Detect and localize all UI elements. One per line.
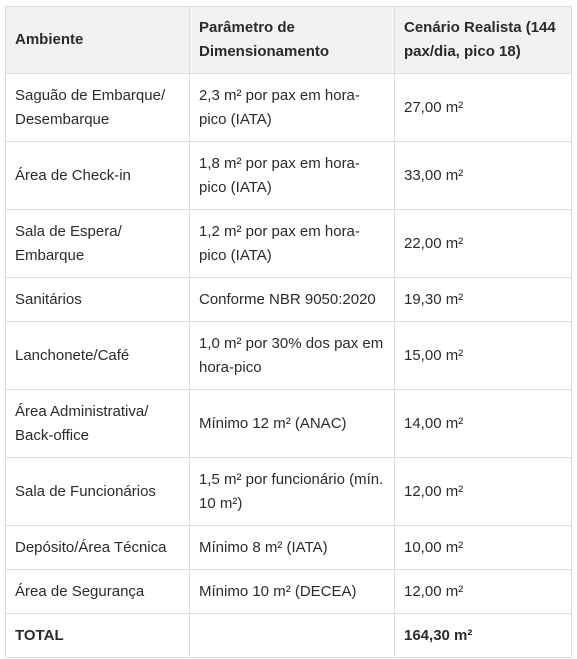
- area-sizing-table: Ambiente Parâmetro de Dimensionamento Ce…: [5, 6, 572, 658]
- table-row: Área de Check-in 1,8 m² por pax em hora-…: [5, 141, 572, 210]
- table-row: Área Administrativa/ Back-office Mínimo …: [5, 389, 572, 458]
- cell-ambiente: Área Administrativa/ Back-office: [5, 389, 190, 458]
- cell-ambiente: Sala de Funcionários: [5, 457, 190, 526]
- cell-ambiente: Área de Check-in: [5, 141, 190, 210]
- cell-ambiente: Sala de Espera/ Embarque: [5, 209, 190, 278]
- cell-area: 12,00 m²: [394, 569, 572, 614]
- cell-area: 27,00 m²: [394, 73, 572, 142]
- table-row: Saguão de Embarque/ Desembarque 2,3 m² p…: [5, 73, 572, 142]
- column-header-ambiente: Ambiente: [5, 6, 190, 74]
- cell-parametro: 2,3 m² por pax em hora-pico (IATA): [189, 73, 395, 142]
- table-row: Sala de Funcionários 1,5 m² por funcioná…: [5, 457, 572, 526]
- table-row: Sala de Espera/ Embarque 1,2 m² por pax …: [5, 209, 572, 278]
- cell-ambiente: Depósito/Área Técnica: [5, 525, 190, 570]
- table-row: Sanitários Conforme NBR 9050:2020 19,30 …: [5, 277, 572, 322]
- table-row: Área de Segurança Mínimo 10 m² (DECEA) 1…: [5, 569, 572, 614]
- cell-ambiente: Lanchonete/Café: [5, 321, 190, 390]
- cell-parametro: 1,5 m² por funcionário (mín. 10 m²): [189, 457, 395, 526]
- cell-area: 19,30 m²: [394, 277, 572, 322]
- cell-area: 14,00 m²: [394, 389, 572, 458]
- cell-area: 33,00 m²: [394, 141, 572, 210]
- cell-ambiente: Sanitários: [5, 277, 190, 322]
- cell-parametro: Mínimo 8 m² (IATA): [189, 525, 395, 570]
- cell-parametro: 1,0 m² por 30% dos pax em hora-pico: [189, 321, 395, 390]
- cell-ambiente: Saguão de Embarque/ Desembarque: [5, 73, 190, 142]
- cell-area: 22,00 m²: [394, 209, 572, 278]
- table-header-row: Ambiente Parâmetro de Dimensionamento Ce…: [5, 6, 572, 74]
- column-header-parametro: Parâmetro de Dimensionamento: [189, 6, 395, 74]
- cell-area: 12,00 m²: [394, 457, 572, 526]
- cell-parametro: Mínimo 10 m² (DECEA): [189, 569, 395, 614]
- cell-parametro: 1,8 m² por pax em hora-pico (IATA): [189, 141, 395, 210]
- cell-parametro: Mínimo 12 m² (ANAC): [189, 389, 395, 458]
- cell-ambiente: Área de Segurança: [5, 569, 190, 614]
- table-row: Depósito/Área Técnica Mínimo 8 m² (IATA)…: [5, 525, 572, 570]
- total-empty-cell: [189, 613, 395, 658]
- table-row: Lanchonete/Café 1,0 m² por 30% dos pax e…: [5, 321, 572, 390]
- cell-area: 10,00 m²: [394, 525, 572, 570]
- column-header-cenario: Cenário Realista (144 pax/dia, pico 18): [394, 6, 572, 74]
- cell-parametro: Conforme NBR 9050:2020: [189, 277, 395, 322]
- cell-parametro: 1,2 m² por pax em hora-pico (IATA): [189, 209, 395, 278]
- total-label: TOTAL: [5, 613, 190, 658]
- total-area: 164,30 m²: [394, 613, 572, 658]
- cell-area: 15,00 m²: [394, 321, 572, 390]
- table-total-row: TOTAL 164,30 m²: [5, 613, 572, 658]
